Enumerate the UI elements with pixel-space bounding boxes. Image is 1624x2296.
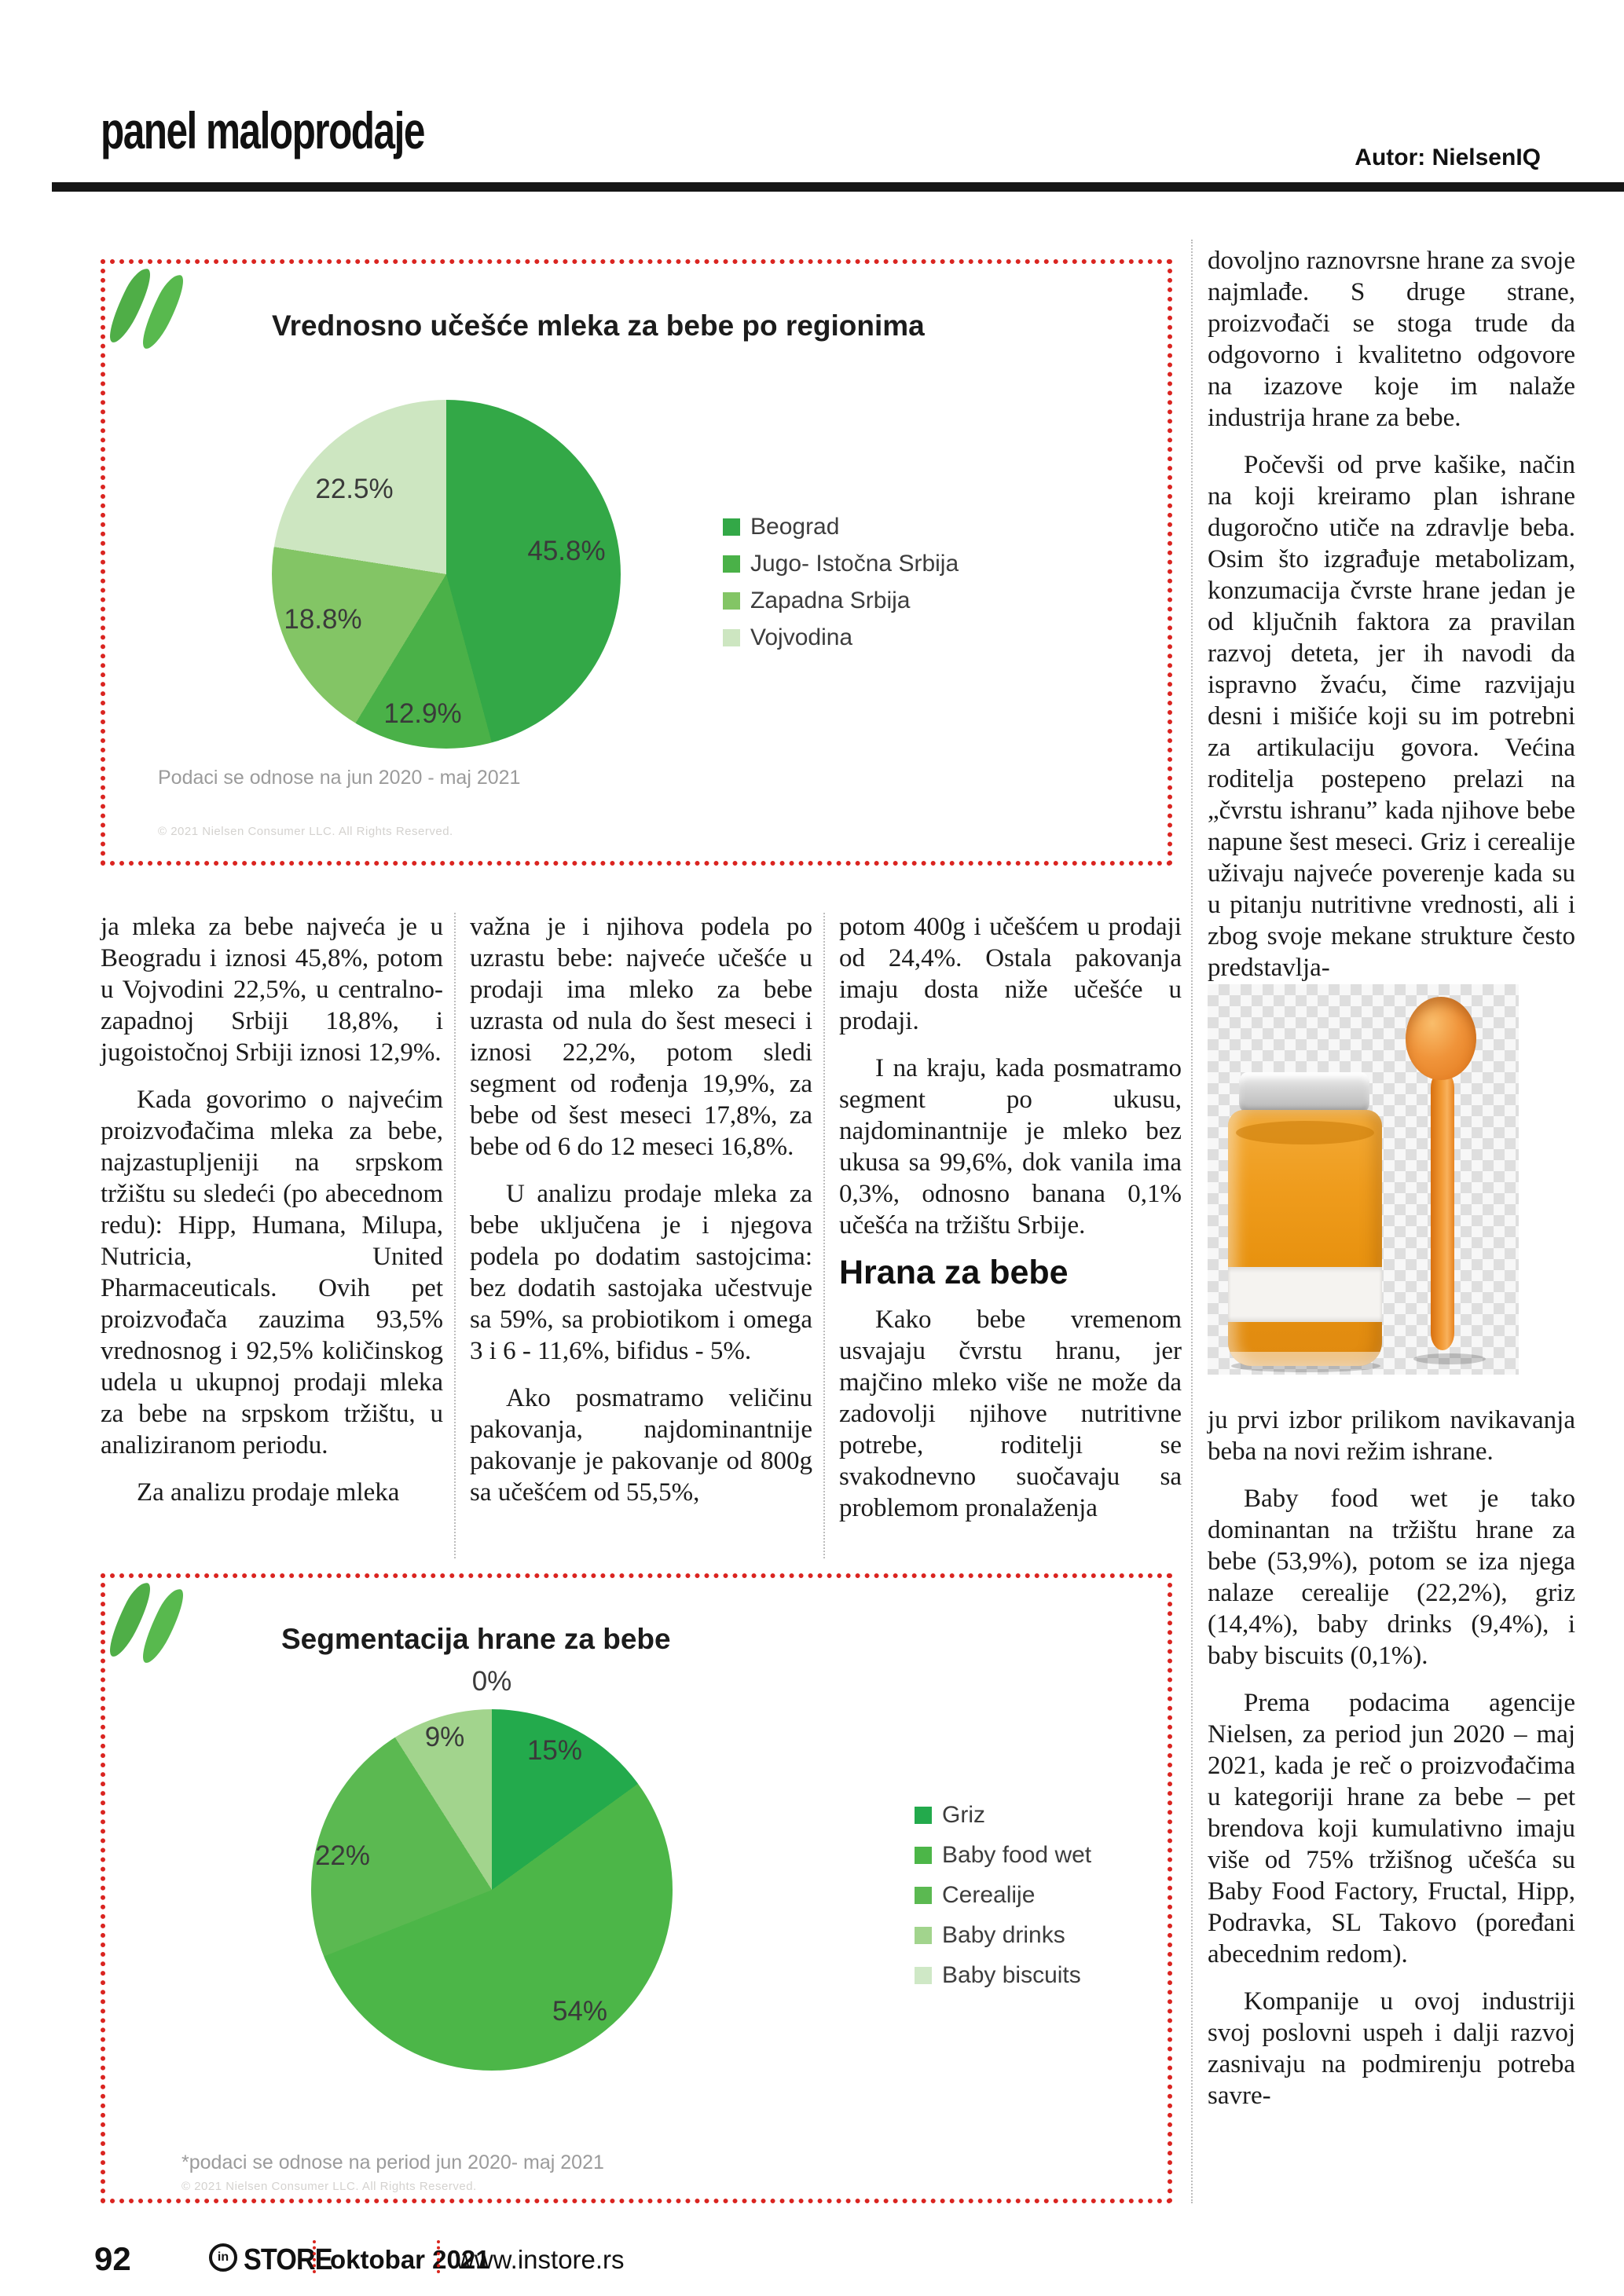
legend-item-beograd: Beograd <box>723 514 839 540</box>
legend-item-baby-food-wet: Baby food wet <box>915 1842 1091 1869</box>
spoon-head <box>1406 997 1476 1080</box>
legend-item-griz: Griz <box>915 1802 985 1829</box>
article-column-3: potom 400g i učešćem u prodaji od 24,4%.… <box>839 911 1182 1540</box>
chart2-copyright: © 2021 Nielsen Consumer LLC. All Rights … <box>181 2180 477 2193</box>
paragraph: ja mleka za bebe najveća je u Beogradu i… <box>101 913 443 1067</box>
chart1-footnote: Podaci se odnose na jun 2020 - maj 2021 <box>158 767 521 789</box>
baby-food-jar-photo <box>1208 984 1519 1375</box>
chart2-title: Segmentacija hrane za bebe <box>281 1623 671 1655</box>
paragraph: Kako bebe vremenom usvajaju čvrstu hranu… <box>839 1305 1182 1522</box>
pie2-label-baby-drinks: 9% <box>424 1722 465 1752</box>
paragraph: Prema podacima agencije Nielsen, za peri… <box>1208 1689 1575 1968</box>
legend-item-vojvodina: Vojvodina <box>723 624 852 651</box>
legend-swatch <box>723 629 740 646</box>
paragraph: Kada govorimo o najvećim proizvođačima m… <box>101 1086 443 1459</box>
issue-date: oktobar 2021 <box>330 2245 490 2274</box>
chart-box-milk-regions: Vrednosno učešće mleka za bebe po region… <box>100 259 1172 866</box>
pie1-label-jugoistocna: 12.9% <box>383 698 462 729</box>
footer-separator <box>313 2240 316 2273</box>
legend-item-zapadna: Zapadna Srbija <box>723 588 910 614</box>
legend-item-jugoistocna: Jugo- Istočna Srbija <box>723 551 959 577</box>
pie1-label-vojvodina: 22.5% <box>315 474 394 504</box>
paragraph: U analizu prodaje mleka za bebe uključen… <box>470 1180 812 1365</box>
paragraph: potom 400g i učešćem u prodaji od 24,4%.… <box>839 913 1182 1035</box>
pie2-label-cerealije: 22% <box>314 1840 371 1871</box>
jar-body <box>1228 1110 1382 1366</box>
author-credit: Autor: NielsenIQ <box>1355 145 1541 170</box>
chart-box-food-segmentation: Segmentacija hrane za bebe 15% 54% 22% 9… <box>100 1573 1172 2203</box>
legend-swatch <box>915 1807 932 1824</box>
nielseniq-leaf-icon <box>100 1581 196 1675</box>
article-column-right-top: dovoljno raznovrsne hrane za svoje najml… <box>1208 245 1575 999</box>
instore-logo-icon: in <box>209 2243 237 2272</box>
paragraph: ju prvi izbor prilikom navikavanja beba … <box>1208 1406 1575 1466</box>
paragraph: Počevši od prve kašike, način na koji kr… <box>1208 451 1575 982</box>
pie2-label-griz: 15% <box>526 1735 583 1766</box>
article-column-1: ja mleka za bebe najveća je u Beogradu i… <box>101 911 443 1524</box>
article-column-2: važna je i njihova podela po uzrastu beb… <box>470 911 812 1524</box>
legend-swatch <box>723 518 740 536</box>
section-heading-hrana-za-bebe: Hrana za bebe <box>839 1254 1069 1291</box>
legend-swatch <box>915 1887 932 1904</box>
pie1-label-zapadna: 18.8% <box>284 604 362 635</box>
column-divider <box>823 913 825 1558</box>
paragraph: Ako posmatramo veličinu pakovanja, najdo… <box>470 1384 812 1507</box>
header-rule <box>52 182 1624 192</box>
legend-swatch <box>723 592 740 610</box>
chart2-footnote: *podaci se odnose na period jun 2020- ma… <box>181 2151 604 2173</box>
section-title: panel maloprodaje <box>101 101 425 159</box>
spoon-shadow <box>1413 1353 1486 1364</box>
website-url: www.instore.rs <box>456 2245 625 2274</box>
pie-chart-food-segmentation <box>311 1709 673 2071</box>
column-divider <box>454 913 456 1558</box>
nielseniq-leaf-icon <box>100 267 196 361</box>
paragraph: dovoljno raznovrsne hrane za svoje najml… <box>1208 247 1575 432</box>
paragraph: važna je i njihova podela po uzrastu beb… <box>470 913 812 1161</box>
article-column-right-bottom: ju prvi izbor prilikom navikavanja beba … <box>1208 1404 1575 2127</box>
pie2-label-baby-biscuits: 0% <box>471 1666 512 1697</box>
legend-item-cerealije: Cerealije <box>915 1882 1035 1909</box>
paragraph: Kompanije u ovoj industriji svoj poslovn… <box>1208 1987 1575 2110</box>
footer-separator <box>437 2240 440 2273</box>
pie-chart-milk-regions <box>272 400 621 749</box>
pie1-label-beograd: 45.8% <box>527 536 606 566</box>
legend-item-baby-drinks: Baby drinks <box>915 1922 1065 1949</box>
spoon-handle <box>1431 1071 1454 1350</box>
chart1-copyright: © 2021 Nielsen Consumer LLC. All Rights … <box>158 825 453 838</box>
jar-lid <box>1239 1072 1369 1113</box>
paragraph: Za analizu prodaje mleka <box>137 1478 400 1507</box>
column-divider <box>1191 240 1193 2203</box>
legend-item-baby-biscuits: Baby biscuits <box>915 1962 1081 1989</box>
legend-swatch <box>723 555 740 573</box>
legend-swatch <box>915 1967 932 1984</box>
paragraph: Baby food wet je tako dominantan na trži… <box>1208 1485 1575 1670</box>
magazine-name: STORE <box>244 2243 333 2276</box>
chart1-title: Vrednosno učešće mleka za bebe po region… <box>272 309 925 342</box>
legend-swatch <box>915 1927 932 1944</box>
jar-label <box>1228 1267 1382 1322</box>
pie2-label-baby-food-wet: 54% <box>552 1996 608 2027</box>
legend-swatch <box>915 1847 932 1864</box>
paragraph: I na kraju, kada posmatramo segment po u… <box>839 1054 1182 1240</box>
page-number: 92 <box>94 2240 131 2277</box>
